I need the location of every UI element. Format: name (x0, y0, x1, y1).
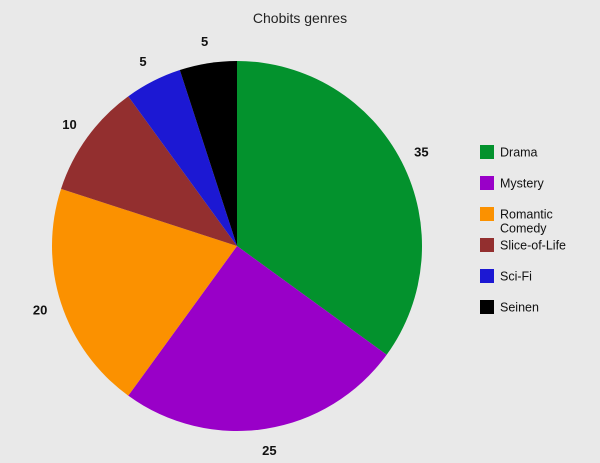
legend-swatch-seinen (480, 300, 494, 314)
data-label-mystery: 25 (262, 443, 276, 458)
data-label-drama: 35 (414, 145, 428, 160)
pie-slice-slice-of-life (61, 96, 237, 246)
legend-label-seinen: Seinen (500, 301, 539, 315)
pie-slice-seinen (179, 60, 237, 246)
legend-item-mystery: Mystery (480, 176, 545, 191)
legend-swatch-slice-of-life (480, 238, 494, 252)
data-label-seinen: 5 (201, 34, 208, 49)
data-label-romantic-comedy: 20 (33, 303, 47, 318)
legend-label-romantic-comedy: Romantic Comedy (500, 208, 553, 236)
pie-slices (51, 60, 423, 432)
legend-swatch-drama (480, 145, 494, 159)
legend-item-slice-of-life: Slice-of-Life (480, 238, 566, 253)
pie-slice-drama (237, 61, 423, 355)
legend-item-sci-fi: Sci-Fi (480, 269, 532, 284)
legend-label-slice-of-life: Slice-of-Life (500, 239, 566, 253)
pie-slice-romantic-comedy (51, 188, 237, 396)
legend-label-drama: Drama (500, 146, 538, 160)
chart-legend: Drama Mystery Romantic Comedy Slice-of-Life S… (480, 145, 566, 315)
legend-swatch-mystery (480, 176, 494, 190)
chart-title: Chobits genres (253, 10, 347, 26)
legend-label-mystery: Mystery (500, 177, 545, 191)
legend-item-drama: Drama (480, 145, 538, 160)
data-label-sci-fi: 5 (139, 54, 146, 69)
data-label-slice-of-life: 10 (62, 117, 76, 132)
legend-item-seinen: Seinen (480, 300, 539, 315)
legend-item-romantic-comedy: Romantic Comedy (480, 207, 553, 236)
pie-slice-mystery (128, 246, 387, 432)
legend-swatch-romantic-comedy (480, 207, 494, 221)
legend-label-sci-fi: Sci-Fi (500, 270, 532, 284)
pie-data-labels: 35 25 20 10 5 5 (33, 34, 429, 458)
pie-slice-sci-fi (128, 70, 237, 246)
legend-swatch-sci-fi (480, 269, 494, 283)
